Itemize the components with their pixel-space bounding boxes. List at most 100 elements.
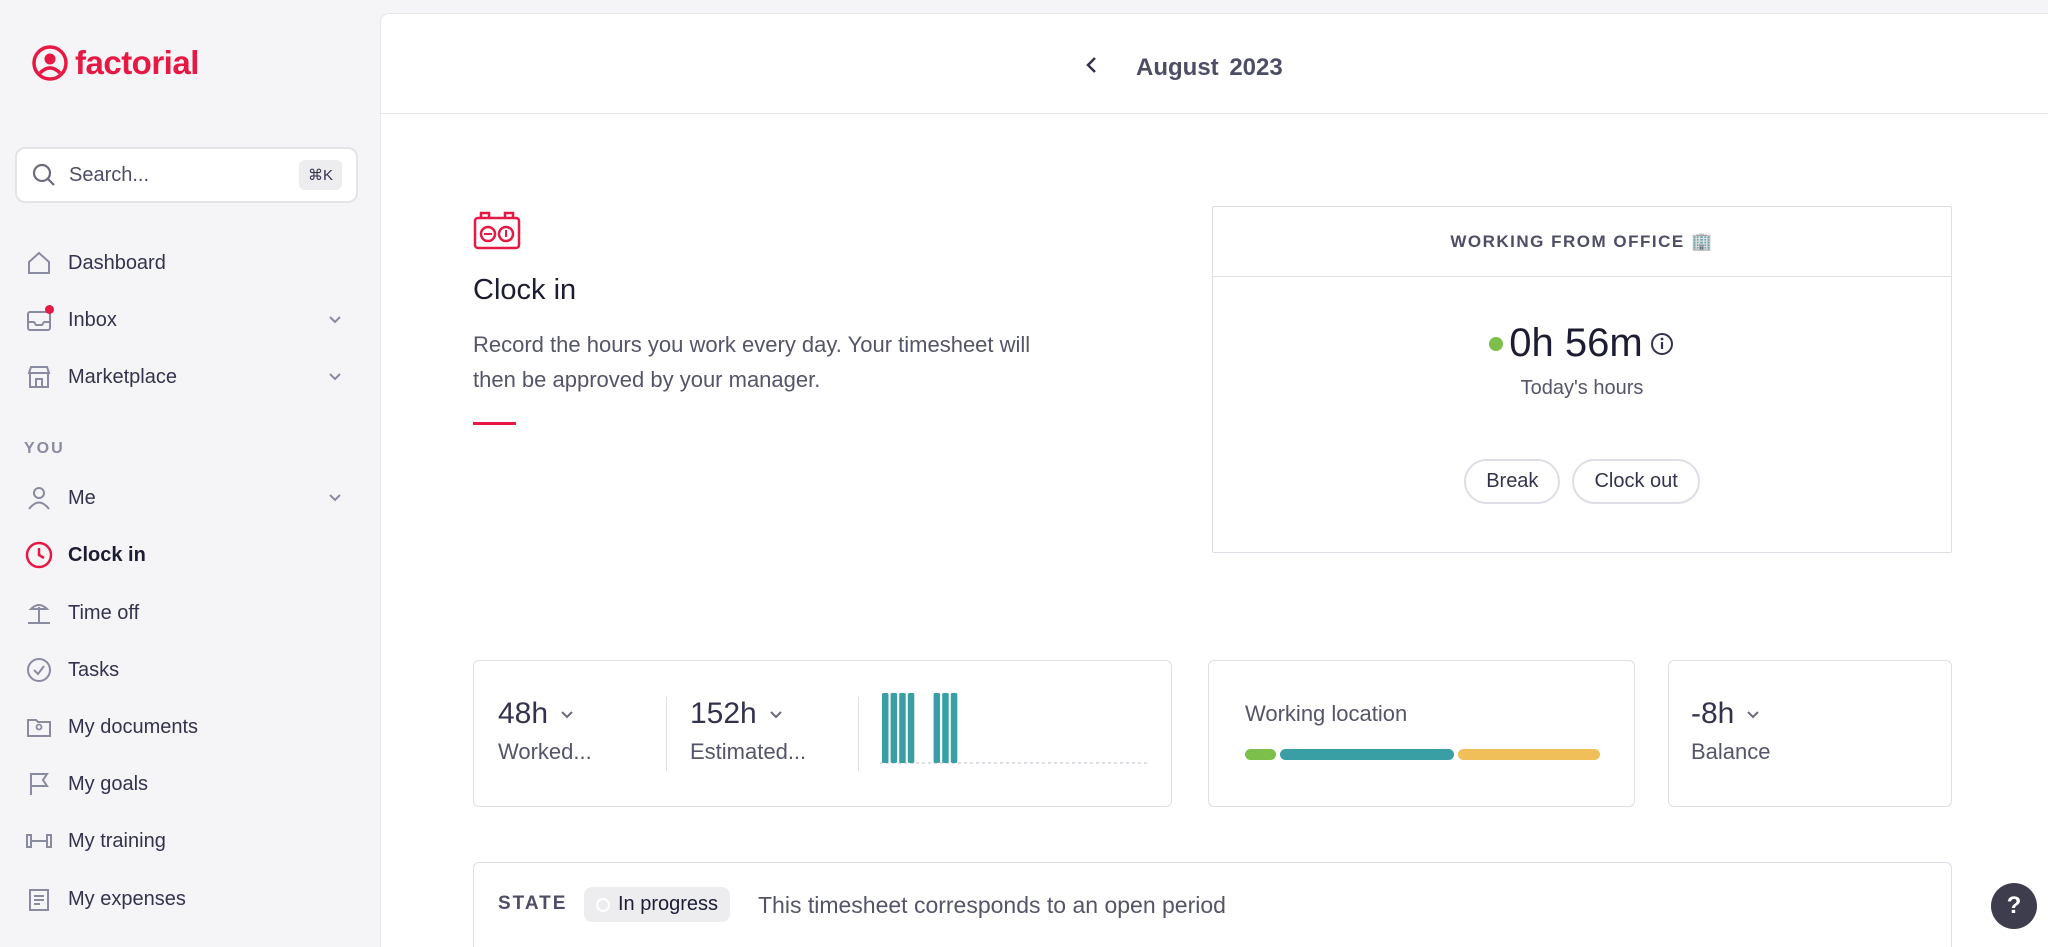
- state-label: STATE: [498, 893, 568, 914]
- daily-hours-bar[interactable]: [899, 693, 906, 763]
- search-icon: [32, 163, 55, 186]
- notification-dot: [45, 305, 54, 314]
- sidebar-item-dashboard[interactable]: Dashboard: [24, 243, 344, 283]
- balance-value: -8h: [1691, 697, 1735, 730]
- working-status-heading: WORKING FROM OFFICE 🏢: [1213, 207, 1951, 277]
- period-label: August 2023: [1136, 54, 1283, 82]
- info-icon[interactable]: [1649, 331, 1675, 357]
- status-dot: [1489, 336, 1504, 351]
- timesheet-state-card: STATE In progress This timesheet corresp…: [473, 862, 1952, 947]
- folder-user-icon: [24, 712, 54, 742]
- sidebar-item-label: Inbox: [68, 308, 117, 331]
- todays-hours-value: 0h 56m: [1509, 321, 1643, 365]
- status-badge-label: In progress: [618, 893, 719, 915]
- clock-icon: [24, 540, 54, 570]
- inbox-icon: [24, 305, 54, 335]
- accent-divider: [473, 422, 516, 425]
- worked-label: Worked...: [498, 739, 592, 764]
- worked-value: 48h: [498, 697, 549, 730]
- daily-hours-bar[interactable]: [950, 693, 958, 763]
- sidebar-item-label: Tasks: [68, 658, 120, 681]
- progress-ring-icon: [596, 897, 610, 912]
- dumbbell-icon: [24, 826, 54, 856]
- sidebar-item-inbox[interactable]: Inbox: [24, 300, 344, 340]
- logo-icon: [32, 45, 68, 81]
- search-placeholder: Search...: [69, 163, 150, 186]
- balance-stat[interactable]: -8h Balance: [1691, 697, 1771, 765]
- help-button[interactable]: ?: [1991, 883, 2037, 929]
- working-location-title: Working location: [1245, 701, 1408, 726]
- todays-hours-label: Today's hours: [1520, 377, 1644, 399]
- estimated-stat[interactable]: 152h Estimated...: [690, 697, 806, 765]
- sidebar-item-label: My documents: [68, 715, 199, 738]
- divider: [666, 697, 667, 771]
- estimated-value: 152h: [690, 697, 757, 730]
- receipt-icon: [24, 884, 54, 914]
- sidebar-item-my-documents[interactable]: My documents: [24, 707, 344, 747]
- daily-hours-bar[interactable]: [933, 693, 941, 763]
- sidebar: factorial Search... ⌘K Dashboard Inbox M…: [0, 0, 380, 947]
- clock-out-button[interactable]: Clock out: [1572, 459, 1700, 504]
- beach-icon: [24, 598, 54, 628]
- sidebar-item-label: Time off: [68, 601, 140, 624]
- sidebar-item-my-goals[interactable]: My goals: [24, 764, 344, 804]
- daily-hours-sparkline: [880, 693, 1150, 764]
- sidebar-item-tasks[interactable]: Tasks: [24, 650, 344, 690]
- chevron-down-icon[interactable]: [326, 488, 344, 506]
- sidebar-item-me[interactable]: Me: [24, 478, 344, 518]
- sidebar-item-label: My training: [68, 829, 166, 852]
- chevron-left-icon[interactable]: [1081, 54, 1103, 76]
- sidebar-item-time-off[interactable]: Time off: [24, 593, 344, 633]
- working-location-card[interactable]: Working location: [1208, 660, 1635, 807]
- main-panel: August 2023 Clock in Record the hours yo…: [381, 14, 2048, 947]
- sidebar-item-label: My goals: [68, 772, 149, 795]
- clock-actions: Break Clock out: [1213, 459, 1951, 504]
- alarm-clock-icon: [473, 211, 521, 250]
- working-location-segment[interactable]: [1280, 749, 1454, 760]
- balance-card: -8h Balance: [1668, 660, 1952, 807]
- chevron-down-icon[interactable]: [326, 310, 344, 328]
- period-month: August: [1136, 54, 1219, 81]
- page-description: Record the hours you work every day. You…: [473, 332, 1031, 392]
- user-icon: [24, 483, 54, 513]
- sidebar-item-marketplace[interactable]: Marketplace: [24, 357, 344, 397]
- store-icon: [24, 362, 54, 392]
- break-button[interactable]: Break: [1464, 459, 1561, 504]
- chevron-down-icon[interactable]: [326, 367, 344, 385]
- daily-hours-bar[interactable]: [890, 693, 898, 763]
- sidebar-item-label: Me: [68, 486, 96, 509]
- home-icon: [24, 248, 54, 278]
- balance-label: Balance: [1691, 739, 1771, 764]
- working-location-segment[interactable]: [1458, 749, 1600, 760]
- divider: [858, 697, 859, 771]
- working-location-segment[interactable]: [1245, 749, 1276, 760]
- factorial-logo[interactable]: factorial: [31, 44, 199, 82]
- chevron-down-icon[interactable]: [767, 705, 785, 723]
- check-circle-icon: [24, 655, 54, 685]
- status-badge: In progress: [584, 887, 731, 922]
- daily-hours-bar[interactable]: [882, 693, 889, 763]
- daily-hours-bar[interactable]: [942, 693, 949, 763]
- section-label-you: YOU: [24, 440, 65, 457]
- estimated-label: Estimated...: [690, 739, 807, 764]
- period-header: August 2023: [381, 14, 2048, 114]
- page-title: Clock in: [473, 274, 577, 306]
- brand-name: factorial: [75, 44, 199, 81]
- flag-icon: [24, 769, 54, 799]
- chevron-down-icon[interactable]: [1744, 705, 1762, 723]
- sidebar-item-clock-in[interactable]: Clock in: [24, 535, 344, 575]
- sidebar-item-my-training[interactable]: My training: [24, 821, 344, 861]
- working-status-card: WORKING FROM OFFICE 🏢 0h 56m Today's hou…: [1212, 206, 1952, 553]
- daily-hours-bar[interactable]: [907, 693, 915, 763]
- search-input[interactable]: Search... ⌘K: [15, 147, 358, 203]
- sidebar-item-my-expenses[interactable]: My expenses: [24, 879, 344, 919]
- todays-hours-row: 0h 56m: [1213, 321, 1951, 366]
- search-shortcut: ⌘K: [298, 160, 342, 190]
- chevron-down-icon[interactable]: [558, 705, 576, 723]
- sidebar-item-label: Dashboard: [68, 251, 166, 274]
- period-year: 2023: [1229, 54, 1283, 81]
- worked-stat[interactable]: 48h Worked...: [498, 697, 592, 765]
- sidebar-item-label: Marketplace: [68, 365, 177, 388]
- sidebar-item-label: Clock in: [68, 543, 146, 566]
- state-description: This timesheet corresponds to an open pe…: [758, 892, 1226, 918]
